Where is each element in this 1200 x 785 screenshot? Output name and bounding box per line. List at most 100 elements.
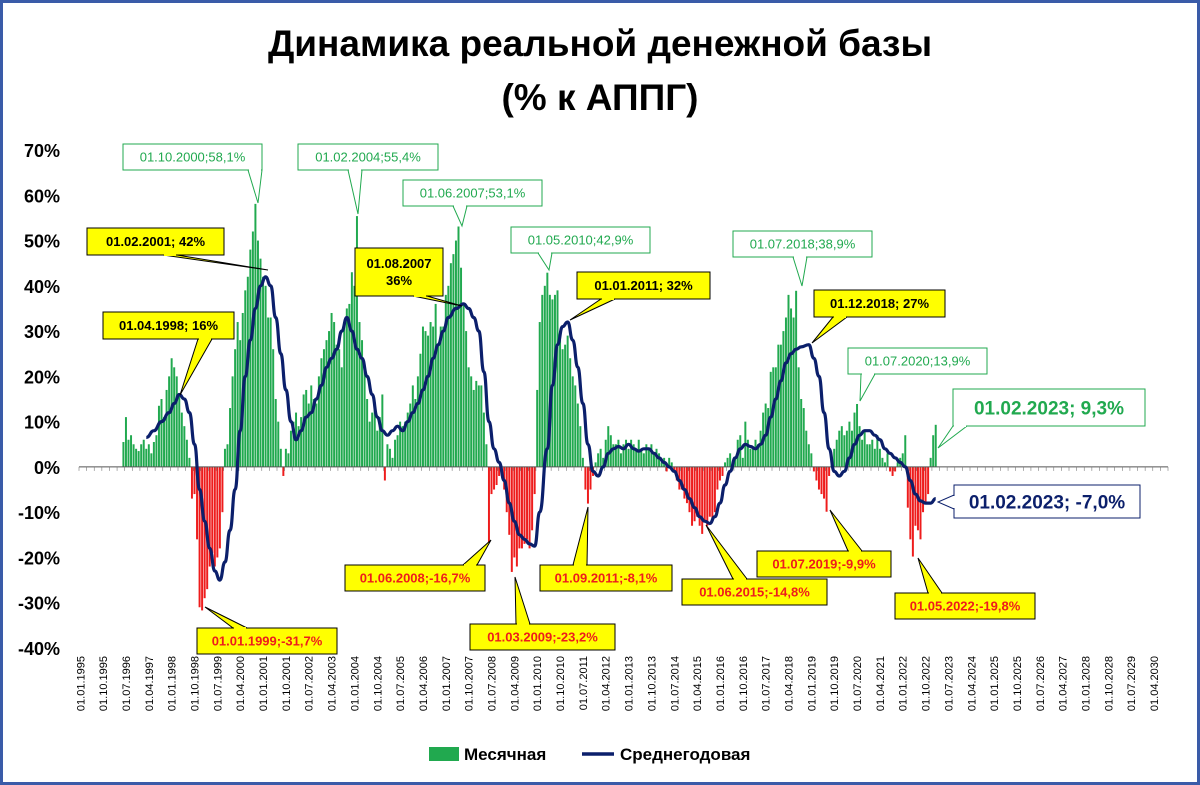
monthly-bar xyxy=(531,466,534,531)
monthly-bar xyxy=(460,267,463,467)
annotation-box xyxy=(953,484,1141,519)
monthly-bar xyxy=(515,466,518,567)
monthly-bar xyxy=(914,466,917,526)
monthly-bar xyxy=(185,439,188,467)
monthly-bar xyxy=(124,417,127,467)
monthly-bar xyxy=(259,258,262,467)
annotations: 01.10.2000;58,1% 01.02.2004;55,4% 01.06.20… xyxy=(86,143,1146,655)
x-tick-label: 01.04.2006 xyxy=(418,656,430,711)
monthly-bar xyxy=(569,358,572,467)
monthly-bar xyxy=(604,439,607,467)
monthly-bar xyxy=(632,444,635,467)
monthly-bar xyxy=(691,466,694,526)
monthly-bar xyxy=(188,457,191,467)
annotation-box xyxy=(847,347,988,375)
monthly-bar xyxy=(871,439,874,467)
monthly-bar xyxy=(536,389,539,467)
annotation-box xyxy=(539,564,673,592)
monthly-bar xyxy=(909,466,912,540)
annotation-callout: 01.02.2004;55,4% xyxy=(297,143,439,215)
x-tick-label: 01.04.2012 xyxy=(601,656,613,711)
monthly-bar xyxy=(660,462,663,467)
x-tick-label: 01.10.2007 xyxy=(464,656,476,711)
monthly-bar xyxy=(843,435,846,467)
annotation-callout: 01.07.2020;13,9% xyxy=(847,347,988,402)
annotation-pointer xyxy=(537,252,553,272)
monthly-bar xyxy=(637,439,640,467)
monthly-bar xyxy=(355,216,358,467)
annotation-callout: 01.07.2018;38,9% xyxy=(732,230,873,287)
monthly-bar xyxy=(576,403,579,467)
monthly-bar xyxy=(388,448,391,467)
monthly-bar xyxy=(934,424,937,467)
monthly-bar xyxy=(386,444,389,467)
monthly-bar xyxy=(401,426,404,467)
monthly-bar xyxy=(901,453,904,467)
monthly-bar xyxy=(305,389,308,467)
x-tick-label: 01.10.2010 xyxy=(555,656,567,711)
monthly-bar xyxy=(581,457,584,467)
annotation-label: 36% xyxy=(386,273,412,288)
monthly-bar xyxy=(617,439,620,467)
monthly-bars xyxy=(122,203,937,611)
monthly-bar xyxy=(475,380,478,467)
x-tick-label: 01.07.2017 xyxy=(761,656,773,711)
monthly-bar xyxy=(137,451,140,467)
monthly-bar xyxy=(274,399,277,467)
annotation-box xyxy=(894,592,1036,620)
annotation-pointer xyxy=(937,425,969,449)
monthly-bar xyxy=(876,435,879,467)
monthly-bar xyxy=(269,317,272,467)
monthly-bar xyxy=(790,308,793,467)
monthly-bar xyxy=(284,448,287,467)
monthly-bar xyxy=(419,353,422,467)
monthly-bar xyxy=(739,435,742,467)
annotation-label: 01.02.2001; 42% xyxy=(106,234,205,249)
annotation-callout: 01.05.2022;-19,8% xyxy=(894,557,1036,620)
x-tick-label: 01.07.2002 xyxy=(304,656,316,711)
annotation-callout: 01.06.2007;53,1% xyxy=(402,179,543,228)
monthly-bar xyxy=(927,466,930,495)
monthly-bar xyxy=(652,453,655,467)
x-tick-label: 01.10.2016 xyxy=(738,656,750,711)
x-tick-label: 01.01.2013 xyxy=(624,656,636,711)
monthly-bar xyxy=(683,466,686,499)
monthly-bar xyxy=(229,408,232,467)
monthly-bar xyxy=(528,466,531,549)
monthly-bar xyxy=(696,466,699,517)
monthly-bar xyxy=(338,349,341,467)
monthly-bar xyxy=(361,340,364,467)
monthly-bar xyxy=(498,466,501,476)
x-tick-label: 01.07.2008 xyxy=(487,656,499,711)
annotation-label: 01.10.2000;58,1% xyxy=(140,150,246,165)
monthly-bar xyxy=(757,444,760,467)
monthly-bar xyxy=(178,394,181,467)
x-tick-label: 01.01.1995 xyxy=(75,656,87,711)
annotation-callout: 01.01.2011; 32% xyxy=(569,271,711,321)
x-tick-label: 01.10.1998 xyxy=(190,656,202,711)
monthly-bar xyxy=(612,444,615,467)
monthly-bar xyxy=(348,303,351,467)
monthly-bar xyxy=(366,399,369,467)
monthly-bar xyxy=(703,466,706,522)
monthly-bar xyxy=(297,426,300,467)
annotation-callout: 01.12.2018; 27% xyxy=(811,289,946,344)
monthly-bar xyxy=(155,435,158,467)
monthly-bar xyxy=(421,326,424,467)
x-tick-label: 01.01.2022 xyxy=(898,656,910,711)
annotation-label: 01.01.2011; 32% xyxy=(594,278,693,293)
monthly-bar xyxy=(467,367,470,467)
monthly-bar xyxy=(670,462,673,467)
monthly-bar xyxy=(513,466,516,558)
monthly-bar xyxy=(442,326,445,467)
monthly-bar xyxy=(746,439,749,467)
annotation-callout: 01.10.2000;58,1% xyxy=(122,143,263,204)
monthly-bar xyxy=(556,290,559,467)
y-tick-label: 40% xyxy=(24,277,60,297)
x-tick-label: 01.04.2018 xyxy=(784,656,796,711)
monthly-bar xyxy=(409,403,412,467)
monthly-bar xyxy=(751,448,754,467)
monthly-bar xyxy=(452,254,455,467)
annotation-label: 01.02.2004;55,4% xyxy=(315,150,421,165)
annotation-pointer xyxy=(247,169,263,204)
